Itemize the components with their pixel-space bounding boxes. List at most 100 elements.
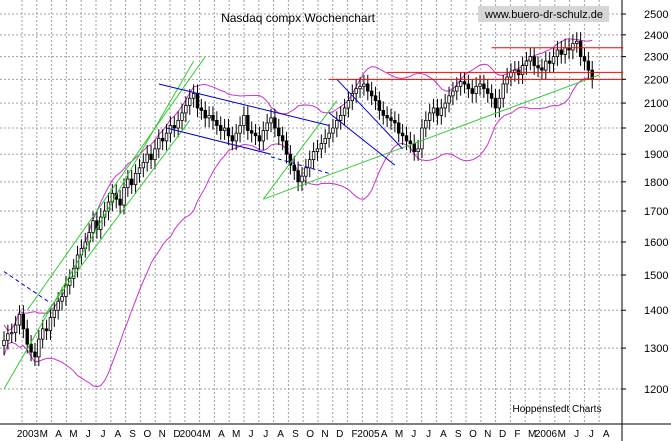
x-month-label: M [395,429,403,440]
candle-body [308,159,312,169]
candle-body [126,178,130,188]
y-tick-label: 2200 [644,74,668,86]
candle-body [41,328,45,340]
candle-body [277,127,281,137]
x-month-label: J [574,429,579,440]
candle-body [207,114,211,119]
candle-body [447,95,451,104]
x-month-label: J [263,429,268,440]
candle-body [559,49,563,55]
candle-body [397,122,401,134]
candle-body [13,324,18,334]
candle-body [242,114,246,126]
candle-body [335,120,339,129]
source-label: Hoppenstedt Charts [513,404,602,415]
candle-body [338,114,343,121]
candle-body [439,107,444,116]
candle-body [153,148,157,161]
candle-body [137,167,142,174]
candle-body [222,127,227,131]
candle-body [458,81,463,87]
candle-body [64,284,68,297]
candle-body [300,175,304,183]
x-year-label: 2003 [17,429,40,440]
x-month-label: O [306,429,314,440]
candle-body [2,339,6,346]
candle-body [431,107,436,114]
y-tick-label: 1500 [644,270,668,282]
x-month-label: M [69,429,77,440]
candle-body [176,120,180,129]
candle-body [17,313,22,326]
bollinger-upper [3,38,593,332]
candle-body [536,65,540,69]
candle-body [284,140,289,155]
candle-body [427,112,432,121]
candle-body [149,153,153,161]
candle-body [393,120,397,124]
candle-body [292,164,296,172]
candle-body [555,49,560,58]
x-month-label: J [411,429,416,440]
candle-body [191,93,196,99]
blue-channel-line [166,127,272,155]
candle-body [451,90,455,97]
x-year-label: 2004 [180,429,203,440]
blue-channel-line [328,112,396,166]
candle-body [48,317,53,332]
x-year-label: 2005 [357,429,380,440]
candle-body [118,198,122,206]
x-month-label: J [249,429,254,440]
candle-body [145,153,149,163]
x-month-label: D [499,429,506,440]
x-month-label: A [440,429,447,440]
x-month-label: J [426,429,431,440]
candle-body [478,83,482,87]
candle-body [412,143,416,152]
candle-body [366,83,370,92]
x-month-label: A [114,429,121,440]
x-month-label: N [321,429,328,440]
candle-body [327,132,331,139]
candle-body [249,130,254,134]
candle-body [199,107,204,111]
candle-body [60,296,64,302]
candle-body [203,110,207,119]
candle-body [238,125,242,134]
candle-body [416,148,420,152]
x-month-label: A [55,429,62,440]
x-month-label: N [159,429,166,440]
candle-body [21,313,26,330]
candle-body [563,47,567,55]
candle-body [315,148,320,152]
candle-body [493,97,498,109]
x-month-label: S [292,429,299,440]
candle-body [56,300,60,311]
candle-body [157,137,161,150]
y-tick-label: 1900 [644,149,668,161]
trend-lines [3,47,624,390]
x-month-label: F [352,429,358,440]
candle-body [304,167,308,177]
x-month-label: S [129,429,136,440]
candle-body [354,88,358,94]
candle-body [377,100,382,111]
candle-body [257,135,262,142]
candle-body [184,105,188,114]
candle-body [37,338,41,358]
candle-body [362,83,366,87]
candle-body [369,90,374,97]
candle-body [470,88,474,94]
candle-body [486,88,490,94]
candle-body [323,137,327,144]
candle-body [404,135,409,142]
x-month-label: J [101,429,106,440]
chart-title: Nasdaq compx Wochenchart [221,11,376,25]
y-tick-label: 2300 [644,52,668,64]
y-tick-label: 2400 [644,30,668,42]
x-month-label: S [455,429,462,440]
candle-body [6,333,10,341]
